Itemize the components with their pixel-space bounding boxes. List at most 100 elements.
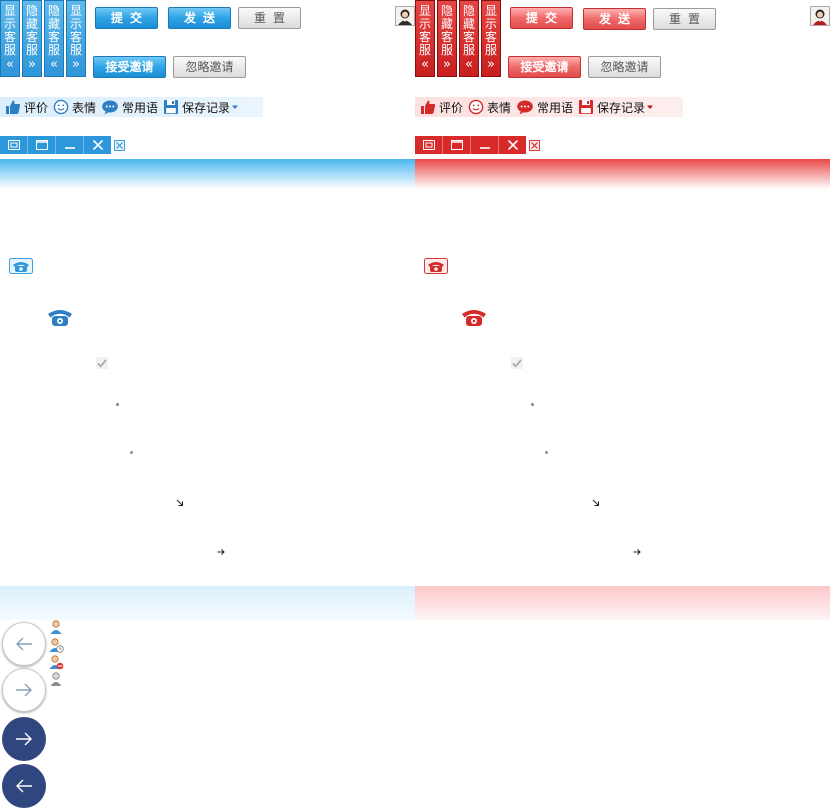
maximize-window-button[interactable] [443, 136, 471, 154]
floppy-disk-icon [164, 100, 179, 114]
rate-label: 评价 [24, 100, 49, 115]
restore-icon [7, 140, 20, 150]
emoji-tool[interactable]: 表情 [53, 99, 96, 116]
chat-toolbar: 评价 表情 常用语 [0, 97, 263, 117]
header-gradient-band [415, 159, 830, 189]
user-online-icon [48, 619, 64, 635]
phrases-tool[interactable]: 常用语 [516, 99, 573, 116]
minimize-window-button[interactable] [56, 136, 84, 154]
phone-handset-graphic [48, 310, 72, 326]
reset-button[interactable]: 重置 [238, 7, 301, 29]
side-tab-label: 显示客服 [418, 4, 431, 57]
minimize-icon [64, 147, 75, 149]
agent-avatar-icon [398, 9, 412, 25]
side-tab-label: 显示客服 [484, 4, 497, 57]
back-nav-button[interactable] [2, 622, 46, 666]
side-tab-show-service-alt[interactable]: 显示客服 » [481, 0, 501, 77]
side-tab-label: 隐藏客服 [25, 4, 38, 57]
arrow-down-right-icon [176, 496, 184, 510]
side-tab-show-service-alt[interactable]: 显示客服 » [66, 0, 86, 77]
thumbs-up-icon [421, 100, 436, 114]
minimize-icon [479, 147, 490, 149]
small-close-button[interactable] [114, 139, 125, 151]
arrow-left-icon [16, 779, 32, 793]
restore-window-button[interactable] [0, 136, 28, 154]
phone-icon[interactable] [9, 258, 33, 277]
side-tab-show-service[interactable]: 显示客服 « [415, 0, 435, 77]
side-tab-show-service[interactable]: 显示客服 « [0, 0, 20, 77]
send-button[interactable]: 发送 [583, 8, 646, 30]
header-gradient-band [0, 159, 415, 189]
phone-handset-icon[interactable] [47, 307, 73, 330]
restore-window-button[interactable] [415, 136, 443, 154]
ignore-invite-button[interactable]: 忽略邀请 [588, 56, 661, 78]
back-nav-button-active[interactable] [2, 764, 46, 808]
agent-avatar [395, 6, 415, 26]
footer-gradient-band [0, 586, 415, 620]
rate-tool[interactable]: 评价 [420, 99, 463, 116]
submit-button[interactable]: 提交 [510, 7, 573, 29]
arrow-right-icon [217, 545, 225, 559]
side-tab-label: 隐藏客服 [462, 4, 475, 57]
dropdown-caret-icon[interactable] [645, 102, 655, 112]
phone-handset-icon[interactable] [461, 307, 487, 330]
chevron-left-icon: « [50, 57, 58, 72]
user-offline-icon [48, 671, 64, 687]
bullet-dot [130, 451, 133, 454]
side-tab-label: 显示客服 [69, 4, 82, 57]
agent-avatar [810, 6, 830, 26]
reset-button[interactable]: 重置 [653, 8, 716, 30]
bullet-dot [545, 451, 548, 454]
chevron-right-icon: » [72, 57, 80, 72]
maximize-icon [450, 140, 463, 150]
forward-nav-button-active[interactable] [2, 717, 46, 761]
user-busy-icon [48, 654, 64, 670]
submit-button[interactable]: 提交 [95, 7, 158, 29]
close-window-button[interactable] [499, 136, 526, 154]
emoji-tool[interactable]: 表情 [468, 99, 511, 116]
phone-icon-graphic [9, 258, 33, 274]
check-icon [511, 357, 523, 372]
accept-invite-button[interactable]: 接受邀请 [508, 56, 581, 78]
arrow-right-icon [633, 545, 641, 559]
check-icon [96, 357, 108, 372]
side-tab-hide-service[interactable]: 隐藏客服 » [22, 0, 42, 77]
maximize-window-button[interactable] [28, 136, 56, 154]
save-record-label: 保存记录 [597, 100, 646, 115]
save-record-tool[interactable]: 保存记录 [163, 99, 243, 116]
close-icon [531, 141, 538, 149]
small-close-button[interactable] [529, 139, 540, 151]
ignore-invite-button[interactable]: 忽略邀请 [173, 56, 246, 78]
close-window-button[interactable] [84, 136, 111, 154]
phrases-tool[interactable]: 常用语 [101, 99, 158, 116]
chat-bubble-icon [102, 100, 118, 115]
smiley-icon [468, 99, 484, 115]
rate-tool[interactable]: 评价 [5, 99, 48, 116]
save-record-label: 保存记录 [182, 100, 231, 115]
side-tab-hide-service-alt[interactable]: 隐藏客服 « [459, 0, 479, 77]
chevron-right-icon: » [443, 57, 451, 72]
arrow-right-icon [16, 732, 32, 746]
side-tab-hide-service[interactable]: 隐藏客服 » [437, 0, 457, 77]
chevron-right-icon: » [28, 57, 36, 72]
chat-toolbar: 评价 表情 常用语 [415, 97, 683, 117]
restore-icon [422, 140, 435, 150]
forward-nav-button[interactable] [2, 668, 46, 712]
thumbs-up-icon [6, 100, 21, 114]
save-record-tool[interactable]: 保存记录 [578, 99, 658, 116]
close-icon [92, 140, 103, 150]
window-controls [0, 136, 125, 154]
close-icon [507, 140, 518, 150]
accept-invite-button[interactable]: 接受邀请 [93, 56, 166, 78]
dropdown-caret-icon[interactable] [230, 102, 240, 112]
side-tab-hide-service-alt[interactable]: 隐藏客服 « [44, 0, 64, 77]
bullet-dot [531, 403, 534, 406]
emoji-label: 表情 [72, 100, 97, 115]
send-button[interactable]: 发送 [168, 7, 231, 29]
minimize-window-button[interactable] [471, 136, 499, 154]
phone-icon[interactable] [424, 258, 448, 277]
chevron-right-icon: » [487, 57, 495, 72]
red-theme-panel: 显示客服 « 隐藏客服 » 隐藏客服 « 显示客服 » 提交 发送 重置 接受邀… [415, 0, 830, 812]
arrow-right-icon [16, 683, 32, 697]
chevron-left-icon: « [421, 57, 429, 72]
